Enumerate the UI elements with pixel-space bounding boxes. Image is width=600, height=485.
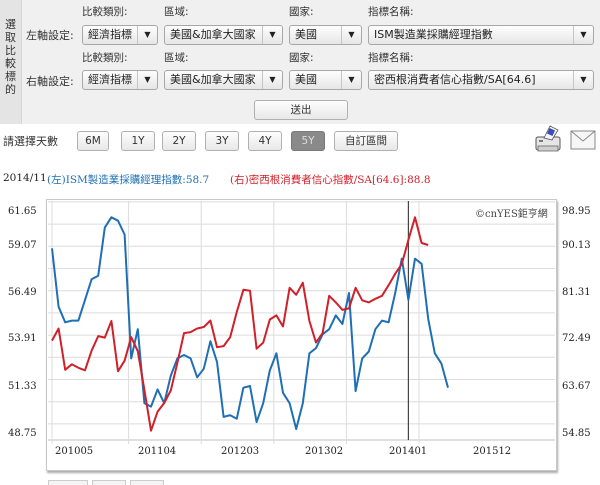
- x-axis-tick: 201401: [389, 446, 428, 457]
- legend-right-series: (右)密西根消費者信心指數/SA[64.6]:88.8: [230, 174, 431, 186]
- legend-left-series: (左)ISM製造業採購經理指數:58.7: [47, 174, 210, 186]
- right-region-label: 區域:: [164, 52, 189, 64]
- chart-series: [51, 216, 449, 432]
- right-region-select[interactable]: 美國&加拿大國家 ▼: [164, 70, 283, 90]
- range-2y-button[interactable]: 2Y: [162, 131, 196, 151]
- left-axis-tick: 56.49: [8, 287, 37, 298]
- michigan-series-line: [51, 216, 429, 432]
- right-axis-tick: 63.67: [562, 381, 591, 392]
- chevron-down-icon: ▼: [137, 71, 157, 89]
- left-axis-tick: 61.65: [8, 206, 37, 217]
- chevron-down-icon: ▼: [573, 26, 593, 44]
- range-1y-button[interactable]: 1Y: [121, 131, 155, 151]
- x-axis-tick: 201104: [138, 446, 177, 457]
- right-category-select[interactable]: 經濟指標 ▼: [82, 70, 158, 90]
- legend-date: 2014/11: [3, 172, 47, 184]
- left-country-value: 美國: [295, 28, 317, 41]
- left-indicator-value: ISM製造業採購經理指數: [374, 28, 493, 41]
- left-country-select[interactable]: 美國 ▼: [289, 25, 362, 45]
- x-axis-tick: 201005: [55, 446, 94, 457]
- left-category-label: 比較類別:: [82, 6, 128, 18]
- chevron-down-icon: ▼: [573, 71, 593, 89]
- right-axis-tick: 81.31: [562, 287, 591, 298]
- right-axis-row-label: 右軸設定:: [26, 75, 74, 88]
- right-axis-tick: 54.85: [562, 428, 591, 439]
- range-3y-button[interactable]: 3Y: [205, 131, 239, 151]
- left-axis-tick: 48.75: [8, 428, 37, 439]
- right-category-label: 比較類別:: [82, 52, 128, 64]
- right-country-value: 美國: [295, 73, 317, 86]
- ism-series-line: [51, 216, 449, 430]
- right-indicator-value: 密西根消費者信心指數/SA[64.6]: [374, 73, 536, 86]
- right-axis-tick: 90.13: [562, 240, 591, 251]
- left-category-select[interactable]: 經濟指標 ▼: [82, 25, 158, 45]
- bottom-tab[interactable]: [92, 480, 126, 485]
- range-4y-button[interactable]: 4Y: [248, 131, 282, 151]
- left-axis-tick: 51.33: [8, 381, 37, 392]
- range-5y-button[interactable]: 5Y: [291, 131, 325, 151]
- selection-panel: 選取比較標的 比較類別: 區域: 國家: 指標名稱: 左軸設定: 經濟指標 ▼ …: [0, 0, 600, 124]
- right-region-value: 美國&加拿大國家: [170, 73, 256, 86]
- bottom-tab[interactable]: [48, 480, 88, 485]
- range-label: 請選擇天數: [3, 135, 58, 148]
- right-indicator-label: 指標名稱:: [368, 52, 414, 64]
- bottom-tab[interactable]: [130, 480, 164, 485]
- right-country-select[interactable]: 美國 ▼: [289, 70, 362, 90]
- right-axis-tick: 98.95: [562, 206, 591, 217]
- right-axis-tick: 72.49: [562, 333, 591, 344]
- left-region-label: 區域:: [164, 6, 189, 18]
- chevron-down-icon: ▼: [341, 26, 361, 44]
- chevron-down-icon: ▼: [341, 71, 361, 89]
- right-indicator-select[interactable]: 密西根消費者信心指數/SA[64.6] ▼: [368, 70, 594, 90]
- left-axis-tick: 59.07: [8, 240, 37, 251]
- left-axis-tick: 53.91: [8, 333, 37, 344]
- side-label: 選取比較標的: [0, 0, 22, 124]
- chevron-down-icon: ▼: [137, 26, 157, 44]
- chevron-down-icon: ▼: [262, 26, 282, 44]
- watermark: ©cnYES鉅亨網: [475, 209, 548, 220]
- left-category-value: 經濟指標: [88, 28, 132, 41]
- x-axis-tick: 201302: [305, 446, 344, 457]
- right-country-label: 國家:: [289, 52, 314, 64]
- submit-button[interactable]: 送出: [254, 100, 348, 120]
- left-region-select[interactable]: 美國&加拿大國家 ▼: [164, 25, 283, 45]
- left-country-label: 國家:: [289, 6, 314, 18]
- printer-icon[interactable]: [534, 124, 566, 154]
- left-indicator-select[interactable]: ISM製造業採購經理指數 ▼: [368, 25, 594, 45]
- left-region-value: 美國&加拿大國家: [170, 28, 256, 41]
- left-axis-row-label: 左軸設定:: [26, 29, 74, 42]
- left-indicator-label: 指標名稱:: [368, 6, 414, 18]
- range-6m-button[interactable]: 6M: [77, 131, 109, 151]
- chevron-down-icon: ▼: [262, 71, 282, 89]
- x-axis-tick: 201512: [473, 446, 512, 457]
- range-custom-button[interactable]: 自訂區間: [334, 131, 398, 151]
- x-axis-tick: 201203: [221, 446, 260, 457]
- right-category-value: 經濟指標: [88, 73, 132, 86]
- envelope-icon[interactable]: [570, 130, 596, 150]
